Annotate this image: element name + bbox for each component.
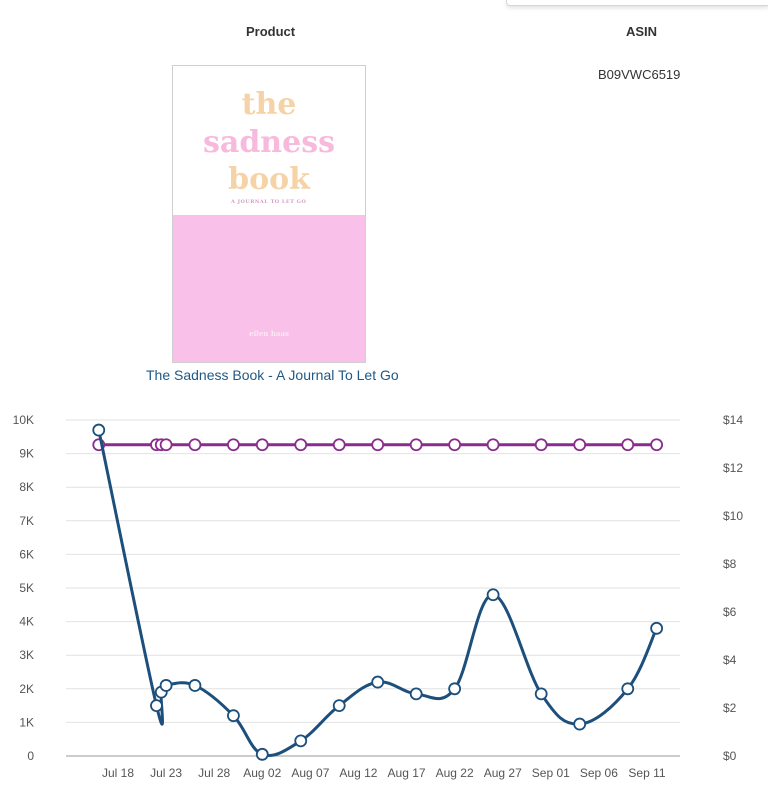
price-point (621, 438, 635, 452)
price-point (294, 438, 308, 452)
x-tick-label: Aug 22 (436, 766, 474, 780)
x-tick-label: Sep 06 (580, 766, 618, 780)
book-cover-image[interactable]: the sadness book A JOURNAL TO LET GO ell… (172, 65, 366, 363)
price-point (409, 438, 423, 452)
sales-rank-point (448, 682, 462, 696)
y-right-tick-label: $12 (723, 461, 743, 475)
product-title-link[interactable]: The Sadness Book - A Journal To Let Go (146, 367, 399, 383)
y-right-tick-label: $10 (723, 509, 743, 523)
y-right-tick-label: $14 (723, 413, 743, 427)
sales-price-chart: 0 1K 2K 3K 4K 5K 6K 7K 8K 9K 10K $0 $2 $4 $6 $8 $10 $12 $1… (13, 413, 744, 780)
x-tick-label: Aug 02 (243, 766, 281, 780)
x-tick-label: Jul 23 (150, 766, 182, 780)
product-column-header: Product (246, 24, 296, 39)
price-point (227, 438, 240, 452)
sales-rank-point (92, 423, 106, 437)
y-left-tick-label: 5K (19, 581, 34, 595)
cover-title-line3: book (228, 162, 310, 197)
sales-rank-point (159, 679, 173, 692)
y-left-tick-label: 10K (13, 413, 34, 427)
y-left-tick-label: 0 (27, 749, 34, 763)
y-left-tick-label: 6K (19, 547, 34, 561)
y-left-tick-label: 7K (19, 514, 34, 528)
price-point (332, 438, 346, 452)
sales-rank-point (371, 675, 385, 689)
x-tick-label: Aug 12 (339, 766, 377, 780)
cover-title-line2: sadness (203, 125, 335, 160)
x-tick-label: Aug 07 (291, 766, 329, 780)
y-left-tick-label: 1K (19, 715, 34, 729)
sales-rank-point (534, 687, 548, 701)
sales-rank-point (188, 679, 202, 692)
y-left-tick-label: 8K (19, 480, 34, 494)
sales-rank-point (486, 588, 500, 602)
price-point (448, 438, 462, 452)
x-tick-label: Aug 17 (388, 766, 426, 780)
y-right-tick-label: $0 (723, 749, 737, 763)
y-left-tick-label: 3K (19, 648, 34, 662)
sales-rank-point (150, 699, 163, 713)
sales-rank-point (621, 682, 635, 696)
price-point (255, 438, 269, 452)
price-point (159, 438, 173, 452)
y-right-tick-label: $6 (723, 605, 737, 619)
x-tick-label: Sep 01 (532, 766, 570, 780)
cover-subtitle: A JOURNAL TO LET GO (231, 199, 307, 205)
asin-value: B09VWC6519 (598, 67, 681, 82)
cover-title-line1: the (241, 87, 297, 122)
sales-rank-point (294, 734, 308, 748)
price-point (573, 438, 587, 452)
sales-rank-point (227, 709, 240, 723)
y-left-tick-label: 9K (19, 447, 34, 461)
price-point (650, 438, 664, 452)
sales-rank-point (255, 747, 269, 761)
y-right-tick-label: $2 (723, 701, 737, 715)
sales-rank-point (409, 687, 423, 701)
asin-column-header: ASIN (626, 24, 658, 39)
sales-rank-point (332, 699, 346, 713)
sales-rank-line (97, 429, 658, 757)
top-panel-edge (506, 0, 768, 6)
sales-rank-point (573, 717, 587, 731)
y-right-tick-label: $4 (723, 653, 737, 667)
price-point (486, 438, 500, 452)
y-left-tick-label: 4K (19, 615, 34, 629)
cover-author: ellen haas (249, 329, 289, 338)
price-point (188, 438, 202, 452)
x-tick-label: Sep 11 (628, 766, 665, 780)
price-point (371, 438, 385, 452)
x-tick-label: Jul 18 (102, 766, 134, 780)
price-point (534, 438, 548, 452)
x-tick-label: Aug 27 (484, 766, 522, 780)
x-tick-label: Jul 28 (198, 766, 230, 780)
y-right-tick-label: $8 (723, 557, 737, 571)
y-left-tick-label: 2K (19, 682, 34, 696)
cover-pink-band (173, 215, 365, 362)
sales-rank-point (650, 621, 664, 635)
